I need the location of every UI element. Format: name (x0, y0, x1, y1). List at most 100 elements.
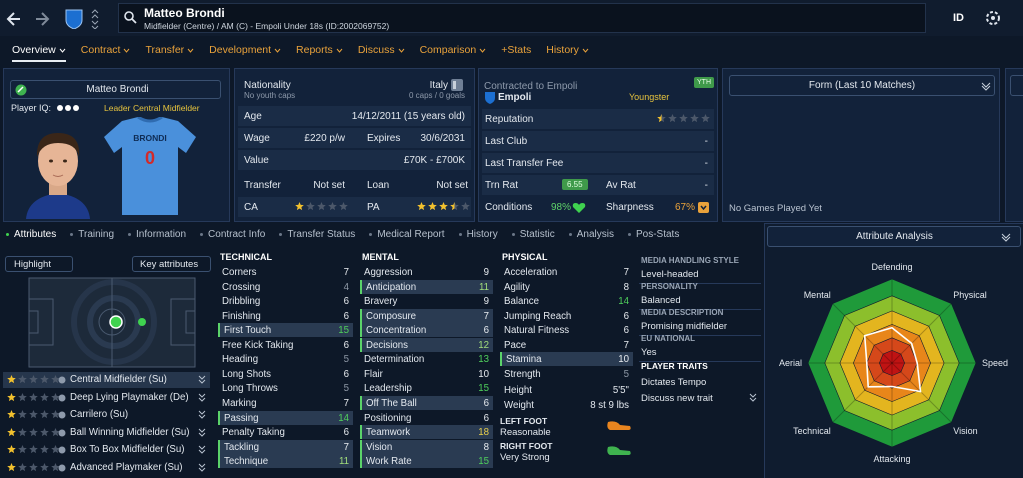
nav-item[interactable]: History (546, 44, 589, 56)
role-row[interactable]: Central Midfielder (Su) (3, 372, 210, 388)
nav-item[interactable]: Overview (12, 44, 66, 56)
sub-tab[interactable]: Contract Info (200, 229, 265, 240)
left-boot (607, 421, 631, 430)
sub-tab[interactable]: Transfer Status (279, 229, 355, 240)
nav-label: Discuss (357, 44, 395, 56)
star-rating (7, 463, 60, 472)
right-foot-label: RIGHT FOOT (500, 441, 553, 451)
last-club-label: Last Club (485, 136, 528, 147)
nav-chevron (336, 48, 343, 53)
star (7, 445, 16, 454)
sub-tab[interactable]: Analysis (569, 229, 614, 240)
nav-item[interactable]: Transfer (145, 44, 194, 56)
attribute-row: Agility 8 (500, 280, 633, 294)
detail-divider (639, 361, 761, 362)
chevron (398, 48, 404, 53)
age: 14/12/2011 (15 years old) (351, 111, 465, 122)
radar-axis-label: Defending (871, 262, 912, 272)
role-row[interactable]: Box To Box Midfielder (Su) (3, 442, 210, 458)
info-dot (58, 411, 66, 419)
nav-item[interactable]: Reports (296, 44, 343, 56)
info-icon (58, 376, 66, 384)
ability-row: CA PA (238, 197, 471, 217)
sub-tab[interactable]: Information (128, 229, 186, 240)
nav-item[interactable]: Development (209, 44, 281, 56)
trn-rat: 6.55 (562, 179, 588, 190)
scroll-chevrons[interactable] (91, 9, 99, 29)
active-underline (12, 60, 66, 62)
transfer-row: Transfer Not set Loan Not set (238, 175, 471, 195)
attribute-name: Vision (366, 441, 393, 453)
physical-column: Height 5'5" Weight 8 st 9 lbs LEFT FOOT … (500, 252, 633, 472)
attribute-name: Agility (504, 281, 530, 293)
back-button[interactable] (6, 12, 20, 26)
nav-item[interactable]: +Stats (501, 44, 531, 56)
attribute-name: Concentration (366, 325, 427, 337)
star (461, 202, 470, 211)
role-stars (7, 427, 62, 440)
sharpness: 67% (674, 202, 695, 213)
nav-item[interactable]: Discuss (358, 44, 405, 56)
key-attributes-label: Key attributes (140, 259, 199, 270)
attribute-value: 10 (478, 368, 489, 380)
role-stars (7, 445, 62, 457)
attribute-row: Heading 5 (218, 352, 353, 366)
age-label: Age (244, 111, 262, 122)
role-row[interactable]: Carrilero (Su) (3, 407, 210, 423)
sub-tab[interactable]: Medical Report (369, 229, 444, 240)
role-row[interactable]: Deep Lying Playmaker (De) (3, 390, 210, 406)
attribute-name: Positioning (364, 412, 412, 424)
role-chevron (198, 463, 206, 472)
attribute-name: Aggression (364, 267, 413, 278)
attribute-value: 7 (483, 310, 489, 322)
search-box[interactable] (118, 3, 926, 33)
sub-tab[interactable]: Statistic (512, 229, 555, 240)
trait[interactable]: Discuss new trait (641, 393, 713, 404)
traits-title: PLAYER TRAITS (641, 361, 708, 371)
form-chevron[interactable] (981, 81, 991, 91)
forward-button[interactable] (36, 12, 50, 26)
highlight-box[interactable] (5, 256, 73, 272)
attribute-row: Marking 7 (218, 396, 353, 410)
technical-column: TECHNICAL Corners 7 Crossing 4 Dribbling 6 Fini… (218, 252, 353, 472)
key-attributes-box[interactable] (132, 256, 211, 272)
attribute-value: 13 (478, 354, 489, 366)
attribute-row: Penalty Taking 6 (218, 425, 353, 439)
attribute-row: Leadership 15 (360, 381, 493, 395)
reputation-label: Reputation (485, 114, 534, 125)
star (439, 202, 448, 211)
attribute-row: Finishing 6 (218, 309, 353, 323)
sub-tab[interactable]: Training (70, 229, 114, 240)
nav-item[interactable]: Contract (81, 44, 131, 56)
right-foot: Very Strong (500, 452, 550, 463)
attribute-name: Finishing (222, 310, 261, 322)
reputation-row: Reputation (482, 109, 714, 129)
analysis-chevron[interactable] (1001, 232, 1011, 242)
sub-tab[interactable]: Attributes (6, 229, 56, 240)
tag-role: Central Midfielder (133, 103, 200, 113)
sub-tab[interactable]: History (459, 229, 498, 240)
star-rating (417, 202, 470, 211)
detail-divider (639, 335, 761, 336)
id-button[interactable]: ID (953, 12, 964, 24)
settings-icon[interactable] (985, 10, 1001, 26)
role-row[interactable]: Advanced Playmaker (Su) (3, 460, 210, 476)
nav-item[interactable]: Comparison (420, 44, 487, 56)
attribute-row: Dribbling 6 (218, 294, 353, 308)
weight: 8 st 9 lbs (590, 400, 629, 411)
attribute-name: Marking (222, 397, 257, 409)
sub-tab[interactable]: Pos-Stats (628, 229, 679, 240)
section-title: PHYSICAL (502, 252, 548, 262)
info-dot (58, 464, 66, 472)
radar-axis-label: Aerial (779, 358, 802, 368)
last-fee: - (704, 158, 708, 169)
highlight-label: Highlight (14, 259, 51, 270)
profile-card: Matteo Brondi Player IQ: Leader Central … (3, 68, 230, 222)
role-stars (7, 463, 62, 475)
player-name: Matteo Brondi (144, 6, 225, 20)
attribute-row: Passing 14 (218, 410, 353, 425)
detail-value: Promising midfielder (641, 321, 728, 332)
role-row[interactable]: Ball Winning Midfielder (Su) (3, 425, 210, 441)
info-icon (58, 394, 66, 402)
